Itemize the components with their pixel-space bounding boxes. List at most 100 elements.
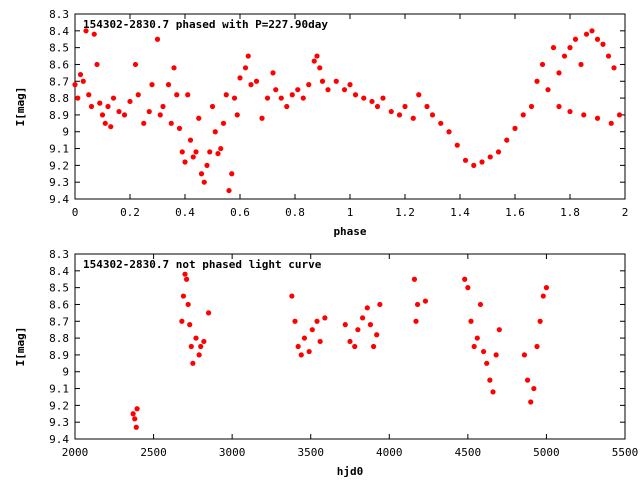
x-tick-label: 4000 bbox=[376, 446, 403, 459]
data-point bbox=[380, 95, 386, 101]
axis-ticks: 0 0.2 0.4 0.6 0.8 1 1.2 1.4 1.6 1.8 2 8.3 8.4 8.5 8.6 8… bbox=[49, 8, 628, 219]
data-point bbox=[157, 112, 163, 118]
data-point bbox=[545, 87, 551, 93]
data-point bbox=[91, 31, 97, 37]
data-point bbox=[543, 285, 550, 291]
data-point bbox=[187, 137, 194, 143]
data-point bbox=[127, 98, 133, 105]
y-tick-label: 9 bbox=[62, 126, 69, 139]
data-point bbox=[512, 125, 518, 131]
data-point bbox=[504, 137, 510, 143]
data-point bbox=[306, 82, 312, 88]
x-tick-label: 1.8 bbox=[560, 206, 580, 219]
data-point bbox=[116, 108, 122, 115]
data-point bbox=[110, 95, 117, 101]
data-point bbox=[190, 360, 196, 366]
x-axis-label: phase bbox=[333, 225, 366, 238]
data-point bbox=[278, 95, 284, 101]
y-tick-label: 8.4 bbox=[49, 25, 69, 38]
data-point bbox=[416, 92, 422, 98]
data-point bbox=[462, 276, 468, 282]
data-point bbox=[524, 377, 531, 383]
data-point bbox=[171, 65, 177, 71]
data-point bbox=[146, 108, 152, 115]
data-point bbox=[179, 318, 185, 324]
data-point bbox=[231, 95, 238, 101]
x-tick-label: 1.4 bbox=[450, 206, 470, 219]
data-point bbox=[319, 78, 326, 84]
data-point bbox=[182, 271, 188, 277]
data-point bbox=[556, 70, 562, 76]
data-point bbox=[198, 171, 205, 177]
data-point bbox=[259, 115, 265, 121]
y-tick-label: 8.5 bbox=[49, 42, 69, 55]
data-point bbox=[342, 322, 348, 328]
data-point bbox=[608, 120, 614, 126]
y-tick-label: 8.7 bbox=[49, 75, 69, 88]
data-point bbox=[102, 120, 108, 126]
data-point bbox=[134, 406, 140, 412]
x-tick-label: 1.6 bbox=[505, 206, 525, 219]
data-point bbox=[185, 92, 191, 98]
data-point bbox=[594, 36, 601, 42]
data-point bbox=[168, 120, 174, 126]
data-point bbox=[237, 75, 243, 81]
data-point bbox=[325, 87, 331, 93]
data-point bbox=[133, 424, 139, 430]
data-point bbox=[567, 45, 573, 51]
data-point bbox=[205, 310, 212, 316]
data-point bbox=[204, 162, 210, 168]
data-point bbox=[72, 82, 78, 88]
data-point bbox=[561, 53, 568, 59]
data-point bbox=[396, 112, 403, 118]
data-point bbox=[438, 120, 444, 126]
x-tick-label: 2000 bbox=[62, 446, 89, 459]
data-point bbox=[550, 45, 557, 51]
data-point bbox=[309, 327, 315, 333]
data-point bbox=[284, 103, 290, 110]
data-point bbox=[121, 112, 128, 118]
chart-title: 154302-2830.7 not phased light curve bbox=[83, 258, 322, 271]
data-point bbox=[218, 145, 224, 152]
data-point bbox=[424, 103, 430, 110]
x-tick-label: 5000 bbox=[533, 446, 560, 459]
x-tick-label: 0.8 bbox=[285, 206, 305, 219]
data-point bbox=[234, 112, 240, 118]
x-tick-label: 4500 bbox=[455, 446, 482, 459]
data-point bbox=[160, 103, 166, 110]
data-point bbox=[410, 115, 416, 121]
data-point bbox=[534, 78, 540, 84]
y-axis-label: I[mag] bbox=[14, 327, 27, 367]
data-point bbox=[317, 338, 323, 345]
data-point bbox=[370, 343, 377, 350]
data-point bbox=[479, 159, 485, 165]
data-point bbox=[188, 343, 194, 350]
data-point bbox=[311, 58, 317, 64]
data-point bbox=[300, 95, 306, 101]
data-point bbox=[422, 298, 429, 304]
x-tick-label: 2500 bbox=[140, 446, 167, 459]
data-point bbox=[364, 305, 370, 311]
data-point bbox=[374, 103, 381, 110]
x-tick-label: 0.4 bbox=[175, 206, 195, 219]
data-point bbox=[86, 92, 92, 98]
data-point bbox=[212, 129, 218, 135]
data-points bbox=[72, 28, 623, 194]
data-point bbox=[528, 399, 534, 405]
data-point bbox=[223, 92, 229, 98]
data-point bbox=[474, 335, 480, 341]
data-point bbox=[454, 142, 460, 148]
data-point bbox=[97, 100, 103, 106]
data-point bbox=[556, 103, 562, 110]
y-tick-label: 9.4 bbox=[49, 433, 69, 446]
data-point bbox=[226, 187, 232, 194]
data-point bbox=[413, 318, 419, 324]
x-tick-label: 0.6 bbox=[230, 206, 250, 219]
data-point bbox=[215, 150, 221, 157]
data-point bbox=[229, 171, 235, 177]
data-point bbox=[289, 293, 295, 299]
y-tick-label: 9.4 bbox=[49, 193, 69, 206]
plot-frame bbox=[74, 253, 626, 440]
y-tick-label: 8.6 bbox=[49, 298, 69, 311]
